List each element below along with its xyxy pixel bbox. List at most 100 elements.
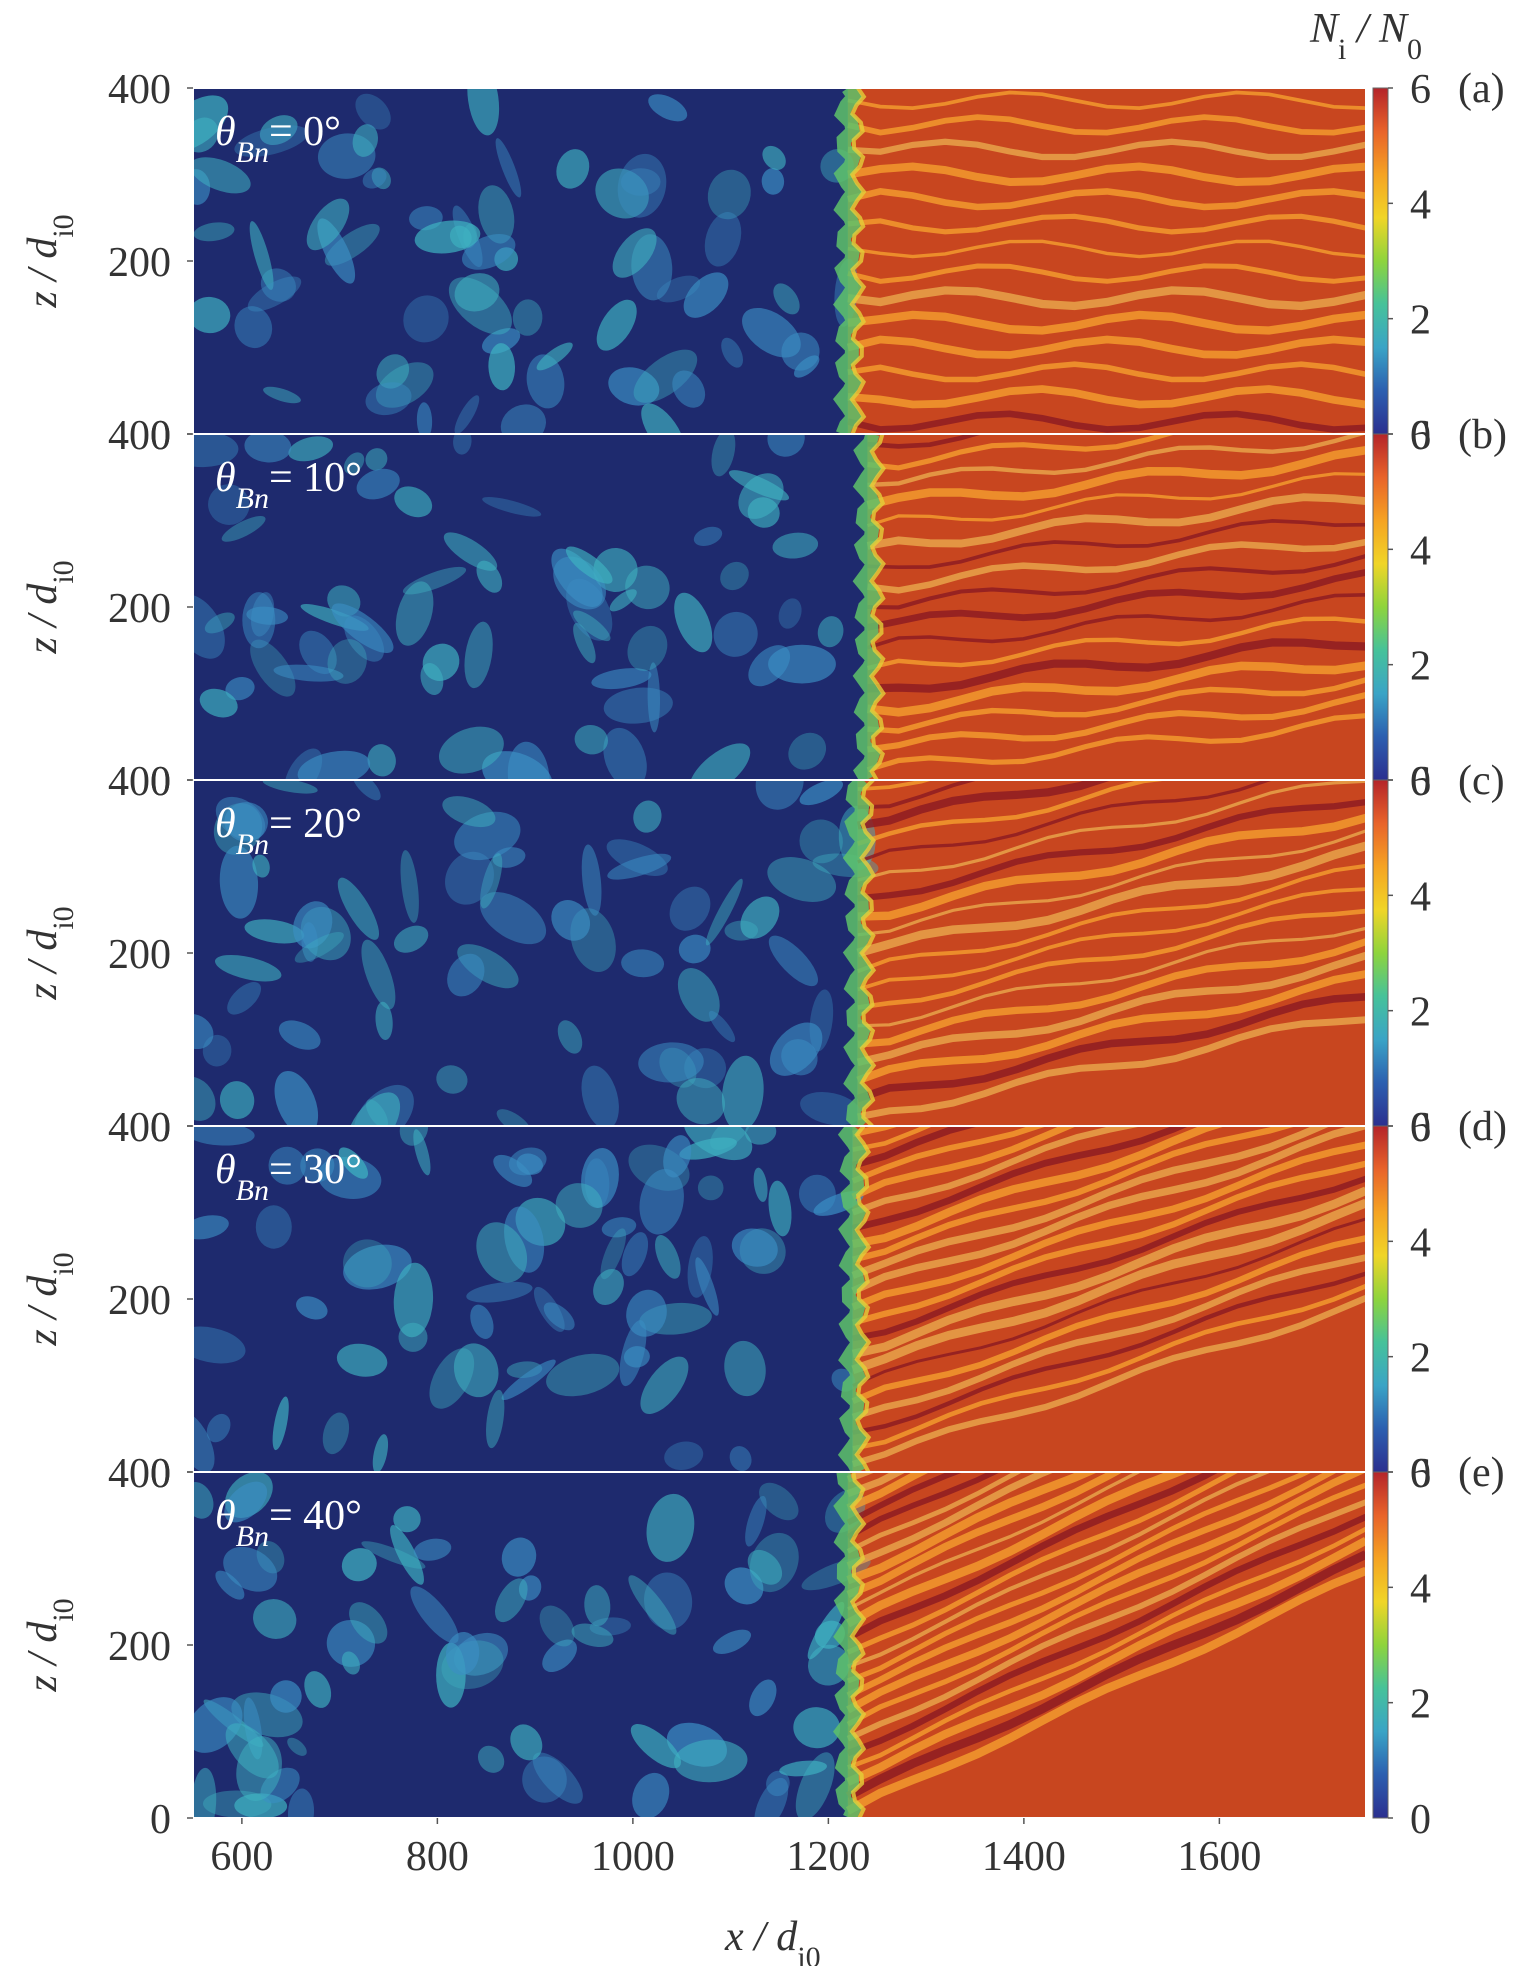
upstream-blob [341, 1651, 360, 1675]
downstream-stripe [847, 1472, 1273, 1669]
upstream-blob [707, 169, 751, 220]
upstream-blob [343, 452, 365, 474]
upstream-blob [448, 277, 512, 335]
upstream-blob [352, 124, 378, 157]
x-axis: 600 800 1000 1200 1400 1600 [210, 1818, 1261, 1880]
upstream-blob [438, 726, 504, 774]
upstream-blob [219, 1081, 255, 1120]
upstream-blob [278, 1020, 321, 1050]
downstream-stripe [857, 863, 1366, 974]
upstream-blob [630, 1723, 682, 1769]
upstream-blob [273, 664, 344, 682]
y-axis-label: z / di0 [20, 214, 80, 308]
upstream-blob [361, 1541, 426, 1569]
upstream-blob [193, 157, 251, 194]
downstream-stripe [845, 1472, 1190, 1628]
upstream-blob [674, 592, 713, 653]
downstream-stripe [857, 887, 1366, 992]
upstream-blob [695, 1257, 719, 1316]
colorbar [1372, 1125, 1389, 1473]
upstream-blob [621, 1232, 649, 1277]
upstream-blob [565, 546, 613, 584]
upstream-blob [193, 222, 235, 242]
upstream-blob [193, 594, 225, 659]
colorbar-tick-label: 4 [1410, 182, 1431, 228]
upstream-blob [584, 1585, 611, 1627]
downstream-stripe [851, 1235, 1366, 1405]
upstream-blob [393, 1262, 434, 1338]
downstream-stripe [846, 1536, 1366, 1786]
upstream-blob [287, 1737, 307, 1756]
upstream-blob [767, 857, 837, 902]
downstream-stripe [867, 554, 1366, 610]
downstream-stripe [867, 638, 1366, 693]
upstream-blob [193, 434, 239, 468]
upstream-blob [338, 1147, 369, 1179]
shock-front [852, 434, 883, 780]
upstream-blob [300, 1148, 335, 1183]
upstream-blob [749, 1532, 799, 1593]
downstream-stripe [851, 1126, 1331, 1279]
upstream-blob [759, 1482, 799, 1521]
upstream-blob [398, 1322, 428, 1352]
upstream-blob [693, 526, 723, 546]
upstream-blob [678, 934, 711, 964]
upstream-blob [478, 185, 515, 244]
downstream-stripe [851, 1254, 1366, 1421]
upstream-blob [436, 1065, 468, 1094]
theta-annotation: θBn= 40° [215, 1493, 362, 1553]
downstream-stripe [856, 970, 1366, 1085]
y-tick-label: 200 [108, 1278, 171, 1324]
shock-front-edge [849, 1472, 867, 1818]
upstream-blob [301, 922, 318, 962]
downstream-stripe [847, 385, 1366, 409]
colorbar-tick-label: 4 [1410, 528, 1431, 574]
downstream-region [847, 88, 1366, 434]
upstream-blob [543, 1302, 575, 1331]
upstream-blob [376, 354, 410, 389]
colorbar-title: Ni / N0 [1309, 6, 1422, 66]
upstream-blob [343, 1239, 392, 1288]
y-axis-label: z / di0 [20, 560, 80, 654]
downstream-stripe [846, 335, 1366, 359]
upstream-blob [646, 1493, 695, 1562]
density-field [193, 780, 1366, 1126]
upstream-blob [445, 1631, 480, 1676]
upstream-blob [495, 1578, 528, 1623]
downstream-stripe [857, 780, 1366, 882]
upstream-blob [620, 168, 661, 196]
upstream-blob [199, 688, 238, 718]
upstream-blob [367, 744, 396, 777]
upstream-blob [400, 850, 419, 923]
upstream-blob [539, 1605, 575, 1647]
upstream-blob [768, 1180, 792, 1237]
upstream-blob [663, 1135, 692, 1178]
x-tick-label: 1000 [591, 1834, 675, 1880]
upstream-blob [322, 1412, 350, 1455]
upstream-blob [749, 1679, 777, 1717]
downstream-stripe [846, 1472, 1055, 1569]
colorbar-tick-label: 2 [1410, 298, 1431, 344]
downstream-stripe [851, 1126, 1078, 1200]
upstream-blob [221, 516, 266, 542]
upstream-blob [627, 625, 668, 672]
downstream-stripe [867, 434, 984, 449]
upstream-blob [516, 1153, 543, 1175]
downstream-stripe [866, 493, 1366, 550]
downstream-stripe [846, 1472, 1366, 1714]
downstream-stripe [866, 593, 1366, 650]
upstream-blob [713, 1629, 751, 1654]
upstream-blob [814, 1620, 845, 1649]
panel-label: (a) [1458, 66, 1505, 112]
y-tick-label: 200 [108, 932, 171, 978]
upstream-blob [262, 780, 318, 794]
upstream-blob [617, 153, 667, 218]
colorbar-tick-label: 2 [1410, 1682, 1431, 1728]
upstream-blob [603, 727, 647, 780]
upstream-blob [495, 138, 522, 198]
downstream-stripe [867, 538, 1366, 594]
upstream-blob [748, 645, 791, 687]
density-field [193, 1472, 1366, 1818]
